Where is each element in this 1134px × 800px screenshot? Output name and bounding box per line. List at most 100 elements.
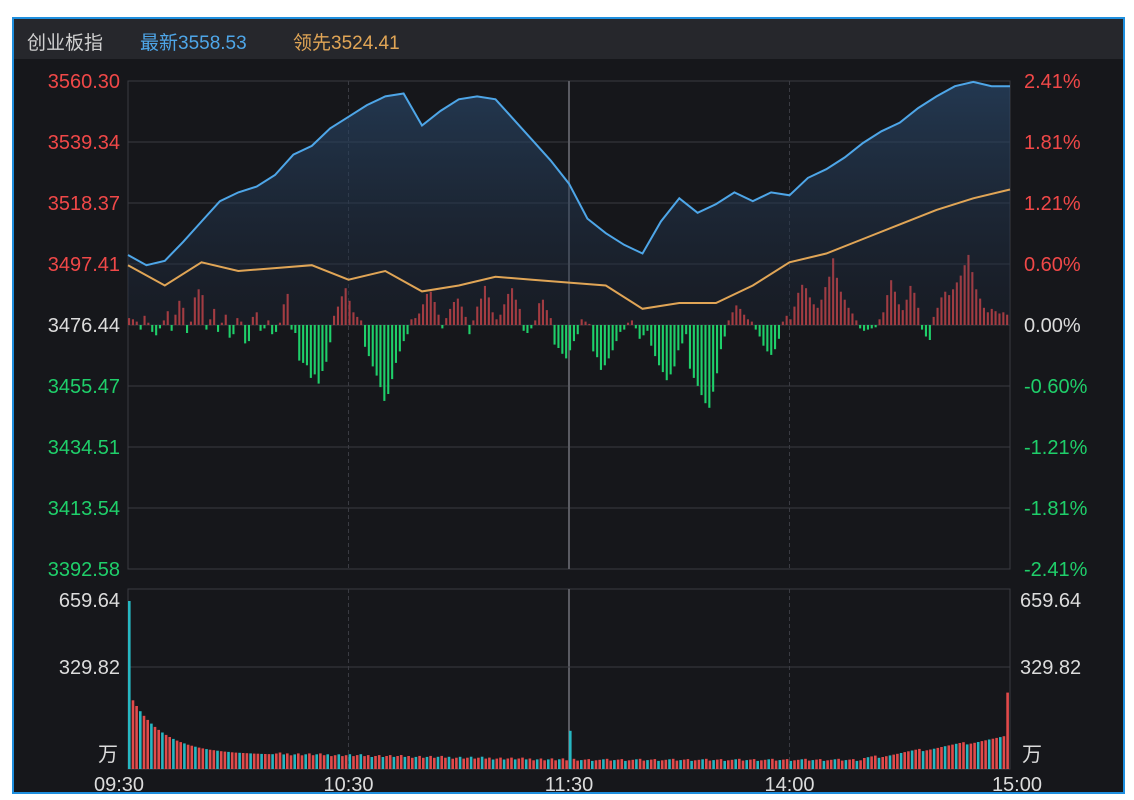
volume-bar [558,759,561,769]
volume-bar [778,760,782,769]
histogram-bar [391,325,394,380]
volume-bar [139,711,142,769]
right-axis-tick-label: 0.00% [1024,315,1081,337]
volume-bar [767,759,770,769]
right-axis-tick-label: 1.81% [1024,132,1081,154]
histogram-bar [290,325,293,330]
volume-bar [866,757,870,769]
volume-bar [337,754,341,769]
histogram-bar [294,325,297,333]
volume-right-tick-label: 659.64 [1020,590,1081,612]
volume-bar [929,749,932,769]
volume-bar [613,760,616,769]
histogram-bar [557,325,560,348]
histogram-bar [313,325,316,375]
histogram-bar [607,325,610,359]
volume-bar [804,758,807,769]
volume-bar [863,758,866,769]
volume-bar [991,738,995,769]
left-axis-tick-label: 3497.41 [48,254,120,276]
volume-bar [903,752,906,769]
volume-bar [183,743,186,769]
volume-bar [241,753,245,769]
histogram-bar [186,325,189,333]
volume-bar [264,754,267,769]
volume-bar [954,743,958,769]
histogram-bar [700,325,703,396]
volume-bar [205,749,208,769]
volume-bar [355,755,359,769]
histogram-bar [572,325,575,342]
volume-bar [852,759,855,769]
histogram-bar [658,325,661,366]
left-axis-tick-label: 3518.37 [48,193,120,215]
volume-bar [693,760,697,769]
volume-bar [407,756,410,769]
volume-bar [653,759,657,769]
volume-bar [462,758,465,769]
histogram-bar [592,325,595,352]
histogram-bar [522,325,525,331]
volume-bar [227,751,230,769]
volume-bar [477,757,480,769]
histogram-bar [774,325,777,350]
histogram-bar [244,325,247,344]
volume-bar [414,756,418,769]
volume-bar [712,760,715,769]
volume-bar [392,756,396,769]
volume-bar [664,759,668,769]
volume-bar [238,752,241,769]
histogram-bar [158,325,161,329]
volume-bar [976,742,980,769]
volume-bar [532,760,535,769]
histogram-bar [298,325,301,361]
volume-bar [245,753,249,769]
volume-bar [469,756,473,769]
histogram-bar [719,325,722,350]
histogram-bar [317,325,320,384]
volume-bar [381,757,385,769]
volume-bar [951,744,954,769]
histogram-bar [302,325,305,363]
volume-bar [344,755,348,769]
volume-bar [135,706,138,769]
volume-bar [760,760,763,769]
index-name: 创业板指 [27,33,104,54]
volume-bar [230,752,234,769]
volume-bar [749,759,752,769]
volume-bar [352,756,355,769]
volume-bar [539,758,543,769]
volume-bar [668,759,671,769]
volume-bar [727,760,730,769]
volume-bar [297,753,300,769]
volume-bar [969,743,973,769]
volume-bar [418,755,421,769]
histogram-bar [271,325,274,335]
right-axis-tick-label: -1.81% [1024,498,1088,520]
histogram-bar [576,325,579,335]
histogram-bar [603,325,606,366]
volume-bar [594,760,598,769]
histogram-bar [217,325,220,332]
volume-bar [716,759,719,769]
volume-bar [1002,736,1006,769]
volume-bar [286,753,289,769]
volume-bar [649,759,653,769]
histogram-bar [615,325,618,342]
histogram-bar [259,325,262,331]
volume-bar [598,759,601,769]
volume-bar [576,760,579,769]
volume-bar [837,758,840,769]
volume-bar [359,754,363,769]
volume-bar [697,759,701,769]
volume-right-tick-label: 329.82 [1020,657,1081,679]
volume-bar [374,756,377,769]
volume-bar [855,760,859,769]
volume-bar [348,754,352,769]
histogram-bar [155,325,158,336]
histogram-bar [661,325,664,373]
histogram-bar [924,325,927,337]
volume-bar [267,754,271,769]
volume-bar [635,759,638,769]
volume-bar [690,760,693,769]
